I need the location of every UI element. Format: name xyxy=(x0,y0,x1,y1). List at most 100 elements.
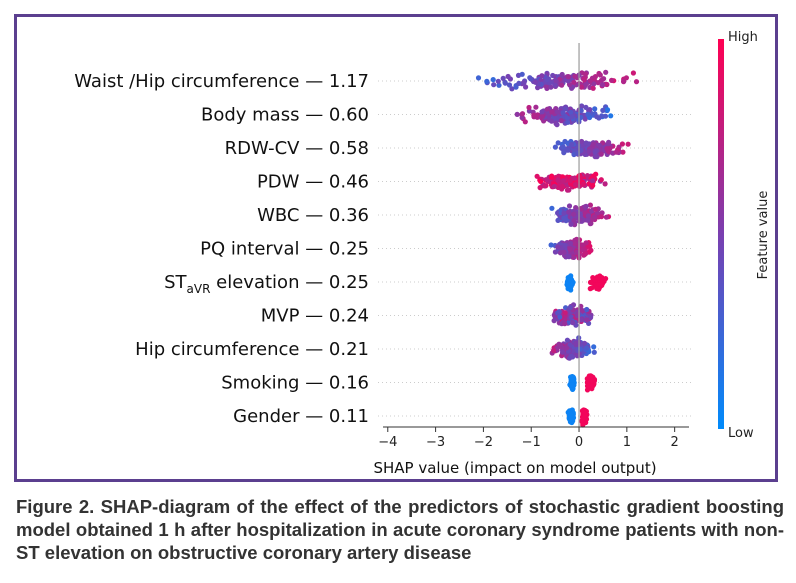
shap-point xyxy=(567,246,573,252)
feature-points xyxy=(551,302,594,328)
shap-point xyxy=(560,178,566,184)
shap-point xyxy=(554,109,561,115)
shap-point xyxy=(565,147,571,153)
shap-point xyxy=(513,84,519,90)
feature-points xyxy=(567,373,598,393)
shap-point xyxy=(587,78,593,84)
shap-point xyxy=(548,242,554,248)
shap-point xyxy=(553,78,559,84)
feature-label: PDW — 0.46 xyxy=(257,172,369,193)
shap-point xyxy=(625,141,631,147)
shap-point xyxy=(558,118,564,124)
shap-point xyxy=(592,149,598,155)
shap-point xyxy=(559,183,566,190)
shap-point xyxy=(519,71,525,77)
shap-point xyxy=(599,82,606,88)
shap-point xyxy=(549,205,555,211)
shap-point xyxy=(600,107,606,113)
shap-point xyxy=(585,111,591,117)
shap-point xyxy=(552,249,559,255)
shap-point xyxy=(574,249,580,255)
feature-points xyxy=(549,202,612,228)
shap-point xyxy=(580,247,586,253)
shap-point xyxy=(491,82,497,88)
feature-points xyxy=(534,171,608,193)
shap-point xyxy=(579,138,585,145)
shap-point xyxy=(544,76,550,83)
shap-point xyxy=(578,108,584,114)
shap-point xyxy=(584,317,590,323)
colorbar xyxy=(718,39,724,429)
shap-point xyxy=(564,187,571,193)
shap-point xyxy=(516,80,522,86)
shap-point xyxy=(570,279,576,285)
shap-point xyxy=(556,341,562,347)
feature-label: RDW-CV — 0.58 xyxy=(225,138,369,159)
shap-point xyxy=(475,75,482,81)
shap-point xyxy=(602,181,608,187)
shap-point xyxy=(570,211,577,217)
shap-point xyxy=(583,82,589,88)
shap-point xyxy=(535,112,541,118)
shap-point xyxy=(585,217,591,223)
shap-beeswarm-chart: −4 −3 −2 −1 0 1 2 Waist /Hip circumference — 1… xyxy=(74,30,771,477)
shap-point xyxy=(539,113,546,119)
shap-point xyxy=(562,310,568,316)
shap-point xyxy=(575,311,581,317)
shap-point xyxy=(569,85,575,91)
shap-point xyxy=(569,114,575,120)
shap-point xyxy=(561,150,567,156)
shap-point xyxy=(604,81,610,88)
x-tick-label: −2 xyxy=(474,435,493,450)
feature-points xyxy=(549,335,597,361)
shap-point xyxy=(593,171,599,177)
feature-points xyxy=(514,103,614,128)
shap-point xyxy=(590,141,597,147)
feature-label: PQ interval — 0.25 xyxy=(200,239,369,260)
shap-point xyxy=(582,116,588,122)
shap-point xyxy=(573,340,579,346)
shap-point xyxy=(569,141,575,148)
shap-point xyxy=(619,141,626,147)
shap-point xyxy=(559,71,565,78)
shap-point xyxy=(580,181,587,187)
shap-point xyxy=(589,178,596,184)
shap-point xyxy=(596,142,603,148)
shap-point xyxy=(580,308,586,314)
shap-point xyxy=(495,78,501,84)
shap-point xyxy=(560,144,566,150)
shap-point xyxy=(552,82,558,88)
shap-point xyxy=(608,113,614,119)
shap-point xyxy=(602,113,609,119)
shap-point xyxy=(603,276,609,282)
shap-point xyxy=(572,240,578,246)
shap-point xyxy=(589,378,595,384)
feature-label: Waist /Hip circumference — 1.17 xyxy=(74,71,369,92)
colorbar-low-label: Low xyxy=(728,426,754,441)
shap-point xyxy=(583,104,589,110)
shap-point xyxy=(570,320,576,326)
shap-point xyxy=(519,115,525,121)
shap-point xyxy=(620,149,626,155)
shap-point xyxy=(564,337,571,343)
shap-point xyxy=(597,72,603,78)
shap-point xyxy=(590,182,596,189)
shap-point xyxy=(537,185,543,191)
shap-point xyxy=(552,144,559,150)
shap-point xyxy=(598,214,605,220)
shap-point xyxy=(560,349,566,355)
shap-point xyxy=(561,210,567,216)
shap-point xyxy=(586,148,592,155)
shap-point xyxy=(523,84,529,90)
shap-point xyxy=(566,209,572,215)
feature-points xyxy=(548,236,594,261)
figure-frame: −4 −3 −2 −1 0 1 2 Waist /Hip circumference — 1… xyxy=(14,14,778,482)
shap-point xyxy=(568,221,574,227)
shap-point xyxy=(588,314,594,321)
shap-point xyxy=(578,317,584,323)
shap-point xyxy=(569,382,575,388)
shap-point xyxy=(592,206,599,212)
shap-point xyxy=(578,84,585,90)
shap-point xyxy=(565,78,571,84)
shap-point xyxy=(557,314,563,320)
